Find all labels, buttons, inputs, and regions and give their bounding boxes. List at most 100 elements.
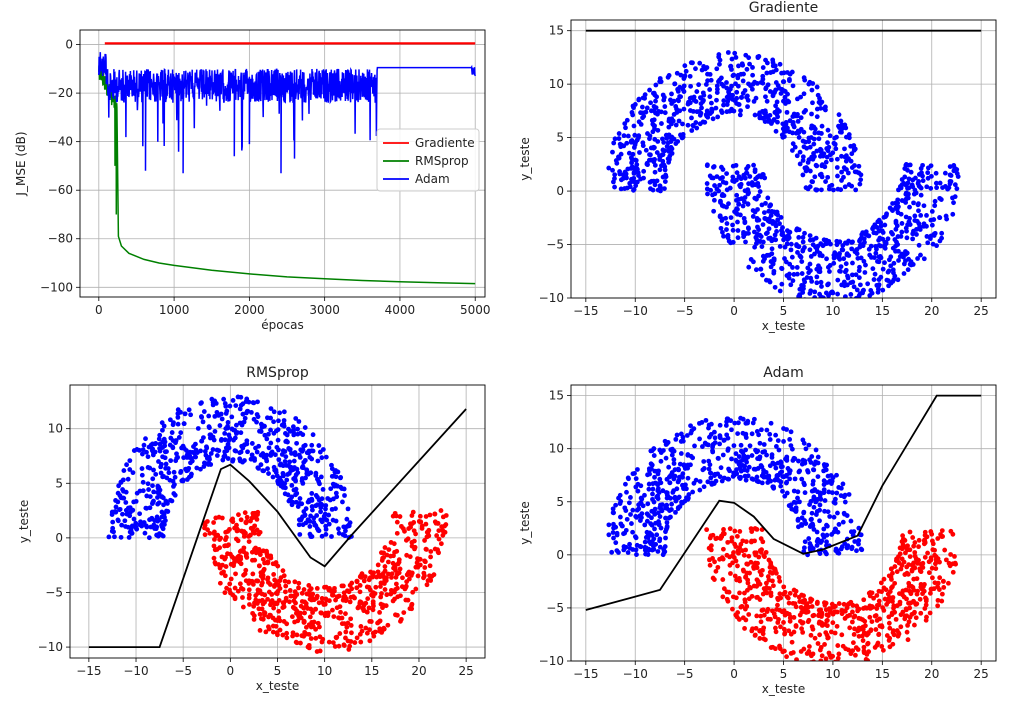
point-lower [856, 275, 862, 281]
point-upper [816, 99, 822, 105]
point-upper [606, 522, 612, 528]
point-lower [889, 207, 895, 213]
point-upper [688, 83, 694, 89]
point-lower [354, 578, 360, 584]
point-upper [674, 432, 680, 438]
point-upper [792, 144, 798, 150]
point-upper [165, 509, 170, 514]
point-upper [824, 523, 830, 529]
point-upper [665, 74, 671, 80]
point-upper [130, 470, 136, 476]
point-lower [930, 538, 935, 544]
point-lower [817, 647, 823, 653]
point-upper [663, 529, 668, 535]
point-upper [326, 521, 332, 527]
point-lower [893, 220, 899, 226]
point-upper [671, 112, 677, 117]
point-upper [731, 72, 737, 78]
point-lower [797, 293, 803, 298]
point-upper [618, 186, 624, 192]
point-lower [247, 578, 253, 584]
point-lower [240, 595, 245, 600]
point-upper [633, 535, 639, 541]
point-upper [300, 432, 306, 438]
point-upper [344, 516, 350, 522]
point-upper [611, 521, 616, 527]
point-lower [354, 635, 360, 641]
point-upper [115, 517, 121, 523]
point-upper [644, 105, 650, 111]
point-upper [727, 86, 733, 92]
point-upper [744, 459, 749, 465]
point-upper [831, 514, 837, 520]
point-upper [634, 514, 640, 520]
point-lower [250, 571, 256, 577]
point-upper [801, 91, 807, 97]
point-lower [704, 181, 710, 186]
point-lower [771, 270, 777, 276]
point-lower [717, 182, 722, 188]
point-lower [812, 289, 818, 295]
point-upper [106, 534, 112, 540]
point-lower [916, 544, 921, 550]
point-lower [434, 533, 440, 538]
point-upper [333, 468, 339, 473]
point-lower [228, 590, 233, 596]
point-upper [242, 415, 248, 421]
point-upper [685, 495, 691, 501]
point-lower [284, 630, 290, 636]
point-lower [861, 287, 866, 293]
point-upper [832, 141, 838, 147]
point-upper [329, 473, 335, 479]
point-lower [760, 567, 765, 573]
legend-label-rmsprop: RMSprop [415, 154, 469, 168]
point-upper [690, 122, 696, 128]
point-upper [618, 144, 624, 150]
point-lower [273, 623, 279, 629]
point-lower [710, 532, 716, 538]
point-upper [636, 97, 642, 103]
point-upper [798, 94, 804, 100]
point-upper [222, 449, 228, 455]
point-lower [270, 629, 276, 635]
point-upper [204, 456, 210, 461]
point-lower [920, 178, 926, 184]
point-lower [857, 291, 863, 297]
point-upper [715, 455, 721, 461]
point-lower [439, 524, 445, 530]
point-lower [780, 649, 786, 655]
point-upper [702, 119, 708, 125]
point-lower [314, 586, 320, 591]
point-upper [212, 413, 218, 419]
point-lower [302, 610, 307, 616]
point-lower [207, 530, 213, 536]
point-lower [781, 626, 787, 632]
point-lower [422, 565, 428, 570]
point-lower [911, 200, 916, 206]
point-lower [327, 586, 332, 591]
point-lower [746, 226, 751, 232]
point-lower [773, 625, 778, 631]
point-upper [255, 465, 261, 471]
point-upper [794, 113, 800, 119]
point-lower [933, 561, 938, 567]
point-upper [237, 406, 243, 412]
point-upper [198, 401, 204, 406]
point-upper [612, 184, 617, 190]
point-lower [866, 246, 872, 252]
point-lower [720, 229, 725, 235]
point-upper [626, 500, 632, 506]
point-upper [305, 517, 311, 523]
point-upper [194, 465, 200, 471]
point-upper [813, 162, 819, 168]
point-upper [311, 519, 317, 525]
point-lower [904, 235, 910, 241]
point-lower [726, 589, 732, 595]
point-upper [117, 507, 122, 513]
point-upper [651, 117, 657, 123]
point-lower [833, 659, 838, 661]
point-upper [831, 187, 836, 193]
point-upper [258, 429, 264, 434]
point-lower [906, 219, 912, 225]
point-lower [885, 591, 891, 597]
